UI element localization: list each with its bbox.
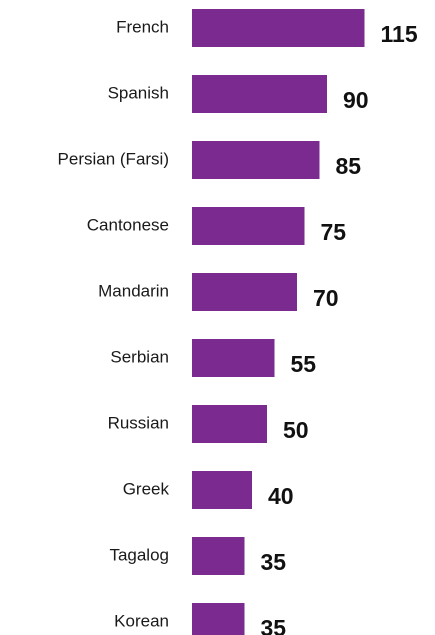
bar	[192, 141, 320, 179]
value-label: 75	[321, 219, 347, 245]
bar-group-7: Greek 40	[123, 471, 294, 509]
category-label: French	[116, 17, 169, 36]
category-label: Mandarin	[98, 281, 169, 300]
bar-group-9: Korean 35	[114, 603, 286, 635]
category-label: Spanish	[108, 83, 169, 102]
bar-group-2: Persian (Farsi) 85	[58, 141, 362, 179]
bar	[192, 537, 245, 575]
category-label: Korean	[114, 611, 169, 630]
bar	[192, 603, 245, 635]
bar-group-0: French 115	[116, 9, 418, 47]
category-label: Cantonese	[87, 215, 169, 234]
value-label: 90	[343, 87, 369, 113]
category-label: Persian (Farsi)	[58, 149, 169, 168]
bar-group-3: Cantonese 75	[87, 207, 347, 245]
bar-group-4: Mandarin 70	[98, 273, 339, 311]
value-label: 115	[381, 21, 418, 47]
bar	[192, 207, 305, 245]
value-label: 55	[291, 351, 317, 377]
value-label: 40	[268, 483, 294, 509]
value-label: 85	[336, 153, 362, 179]
value-label: 70	[313, 285, 339, 311]
category-label: Russian	[108, 413, 169, 432]
bar-group-6: Russian 50	[108, 405, 309, 443]
bar	[192, 9, 365, 47]
value-label: 35	[261, 615, 287, 635]
bar-group-5: Serbian 55	[110, 339, 316, 377]
category-label: Greek	[123, 479, 170, 498]
bar-group-1: Spanish 90	[108, 75, 369, 113]
value-label: 35	[261, 549, 287, 575]
bar	[192, 471, 252, 509]
value-label: 50	[283, 417, 309, 443]
bar	[192, 75, 327, 113]
bar	[192, 273, 297, 311]
category-label: Tagalog	[109, 545, 169, 564]
bar	[192, 339, 275, 377]
bar	[192, 405, 267, 443]
category-label: Serbian	[110, 347, 169, 366]
bar-group-8: Tagalog 35	[109, 537, 286, 575]
